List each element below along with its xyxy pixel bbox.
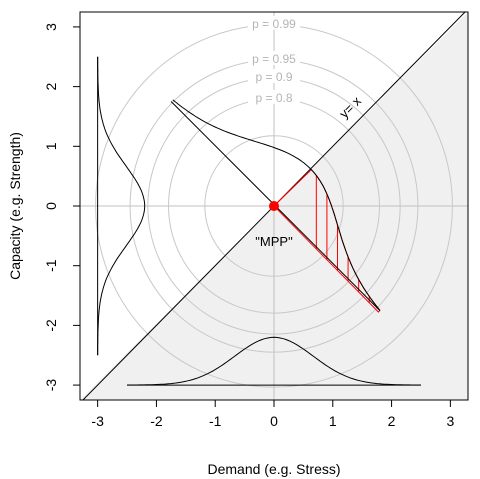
demand-pdf-curve <box>127 336 421 386</box>
y-tick-label: 2 <box>43 83 59 91</box>
y-tick-label: -3 <box>43 379 59 392</box>
y-axis-title: Capacity (e.g. Strength) <box>7 132 23 280</box>
probability-label-bg <box>248 68 300 83</box>
x-tick-label: 2 <box>388 413 396 429</box>
probability-label-bg <box>248 89 300 104</box>
y-tick-label: 1 <box>43 142 59 150</box>
probability-label-bg <box>248 50 300 65</box>
x-tick-label: -1 <box>209 413 222 429</box>
probability-circle-0 <box>204 135 344 277</box>
y-tick-label: -2 <box>43 319 59 332</box>
x-tick-label: -3 <box>91 413 104 429</box>
x-tick-label: 0 <box>270 413 278 429</box>
y-tick-label: 0 <box>43 202 59 210</box>
probability-label-3: p = 0.99 <box>252 17 296 31</box>
capacity-pdf-curve <box>97 56 146 356</box>
y-tick-label: -1 <box>43 259 59 272</box>
probability-label-0: p = 0.8 <box>255 91 292 105</box>
x-tick-label: 1 <box>329 413 337 429</box>
y-tick-label: 3 <box>43 23 59 31</box>
x-axis-title: Demand (e.g. Stress) <box>207 461 340 477</box>
conditional-pdf-curve <box>172 99 381 311</box>
mpp-label: "MPP" <box>255 234 293 249</box>
x-tick-label: 3 <box>446 413 454 429</box>
probability-label-2: p = 0.95 <box>252 52 296 66</box>
x-tick-label: -2 <box>150 413 163 429</box>
mpp-point <box>269 201 279 211</box>
probability-label-bg <box>248 15 300 30</box>
probability-label-1: p = 0.9 <box>255 70 292 84</box>
